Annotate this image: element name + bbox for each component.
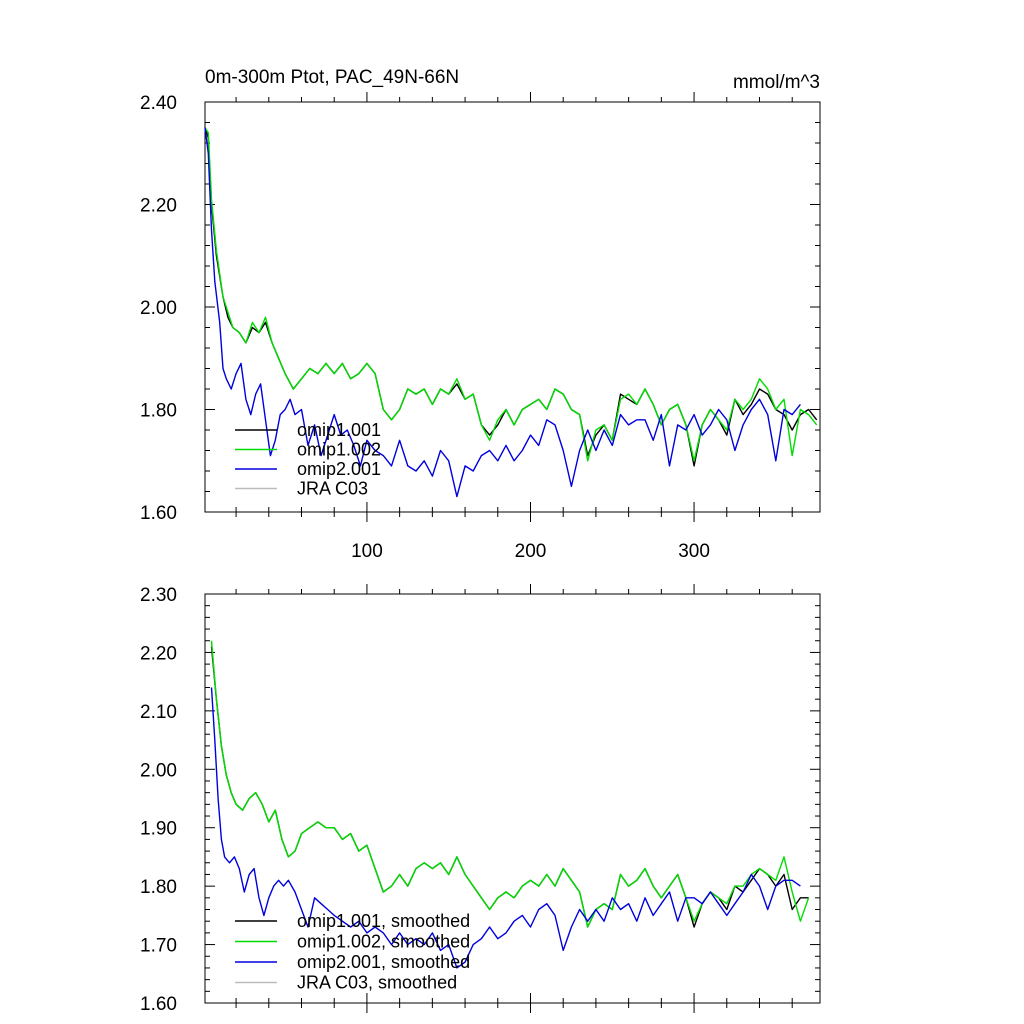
y-tick-label: 2.20 (140, 196, 177, 217)
series-line-omip1-001-smoothed (210, 646, 809, 928)
series-line-omip1-002 (204, 127, 818, 462)
chart-title: 0m-300m Ptot, PAC_49N-66N (205, 67, 459, 88)
x-tick-label: 100 (351, 541, 383, 562)
units-label: mmol/m^3 (733, 72, 820, 93)
y-tick-label: 2.00 (140, 760, 177, 781)
top-chart-series (204, 127, 818, 498)
y-tick-label: 1.80 (140, 401, 177, 422)
y-tick-label: 1.90 (140, 819, 177, 840)
y-tick-label: 1.80 (140, 877, 177, 898)
series-line-omip2-001 (204, 127, 801, 498)
bottom-chart-axes: 1.60 1.70 1.80 1.90 2.00 2.10 2.20 2.30 (140, 584, 821, 1015)
bottom-chart-series (210, 640, 810, 969)
series-line-omip2-001-smoothed (210, 687, 801, 969)
y-tick-label: 2.00 (140, 298, 177, 319)
legend-label: omip2.001, smoothed (297, 952, 470, 972)
series-line-omip1-001 (204, 127, 818, 467)
y-tick-label: 1.70 (140, 936, 177, 957)
legend-label: JRA C03 (297, 479, 368, 499)
legend-label: omip1.002, smoothed (297, 932, 470, 952)
y-tick-label: 2.10 (140, 702, 177, 723)
bottom-chart-panel: 1.60 1.70 1.80 1.90 2.00 2.10 2.20 2.30 omip1.0… (140, 584, 821, 1015)
x-tick-label: 200 (515, 541, 547, 562)
series-line-omip1-002-smoothed (210, 640, 810, 928)
legend-label: JRA C03, smoothed (297, 973, 457, 993)
legend-label: omip1.002 (297, 440, 381, 460)
plot-frame (204, 593, 821, 1004)
top-chart-panel: 0m-300m Ptot, PAC_49N-66N mmol/m^3 1.601… (140, 67, 821, 562)
y-tick-label: 2.40 (140, 93, 177, 114)
legend-label: omip1.001 (297, 420, 381, 440)
top-chart-axes: 1.60 1.80 2.00 2.20 2.40 100 200 300 (140, 92, 821, 562)
legend-label: omip2.001 (297, 459, 381, 479)
x-tick-label: 300 (678, 541, 710, 562)
y-tick-label: 1.60 (140, 503, 177, 524)
y-tick-label: 2.30 (140, 585, 177, 606)
legend-label: omip1.001, smoothed (297, 911, 470, 931)
y-tick-label: 2.20 (140, 643, 177, 664)
y-tick-label: 1.60 (140, 994, 177, 1015)
